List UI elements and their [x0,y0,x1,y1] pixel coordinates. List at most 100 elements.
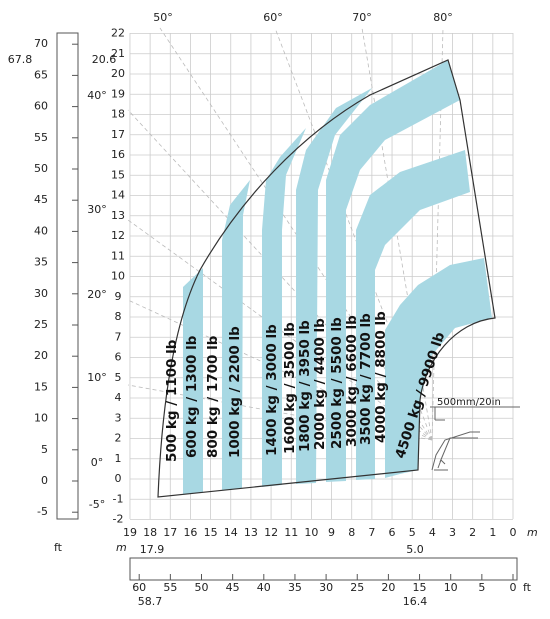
machine-drawing [431,431,480,471]
y-tick-label: 2 [115,432,122,445]
y-tick-label: 13 [111,209,125,222]
y-tick-label: 5 [115,371,122,384]
y-tick-label: 16 [111,148,125,161]
ft-tick-label: 0 [510,581,517,594]
y-tick-label: 10 [111,270,125,283]
y-tick-label: 3 [115,411,122,424]
x-tick-label: 4 [429,526,436,539]
x-unit: m [116,541,127,554]
ft-bar [56,32,79,520]
ft-tick-label: 50 [195,581,209,594]
load-label: 1000 kg / 2200 lb [227,326,243,458]
ft-tick-label: 25 [350,581,364,594]
x-tick-label: 5 [409,526,416,539]
ft-tick-label: 5 [41,443,48,456]
x-tick-label: 8 [348,526,355,539]
y-tick-label: 15 [111,168,125,181]
x-tick-label: 17 [163,526,177,539]
load-bands [183,60,492,494]
angle-label: 30° [87,203,107,216]
y-tick-label: 14 [111,189,125,202]
machine [430,406,520,471]
angle-label: 10° [87,371,107,384]
band [183,268,203,494]
ft-tick-label: 40 [257,581,271,594]
y-tick-label: 6 [115,351,122,364]
band [262,128,306,487]
ft-tick-label: 40 [34,224,48,237]
y-tick-label: 18 [111,108,125,121]
x-tick-label: 12 [264,526,278,539]
envelope [157,59,496,498]
ft-tick-label: 50 [34,162,48,175]
band [326,60,460,482]
y-tick-label: 1 [115,452,122,465]
x-tick-label: 2 [469,526,476,539]
ft-tick-label: 60 [132,581,146,594]
ft-tick-label: 10 [444,581,458,594]
ft-tick-label: 30 [34,287,48,300]
load-label: 800 kg / 1700 lb [205,335,221,458]
load-label: 1800 kg / 3950 lb [297,320,313,452]
x-tick-label: 11 [284,526,298,539]
y-tick-label: 4 [115,391,122,404]
x-tick-label: 14 [224,526,238,539]
load-label: 500 kg / 1100 lb [164,339,180,462]
y-tick-label: 12 [111,229,125,242]
load-label: 2500 kg / 5500 lb [329,317,345,449]
load-label: 1600 kg / 3500 lb [282,322,298,454]
y-tick-label: 9 [115,290,122,303]
labels: 222120191817161514131211109876543210-1-2… [8,11,538,608]
band [385,258,492,478]
band [356,150,470,480]
x-tick-label: 6 [389,526,396,539]
ft-tick-label: 20 [34,349,48,362]
x-tick-label: 10 [304,526,318,539]
y-tick-label: 7 [115,330,122,343]
ft-tick-label: 55 [34,131,48,144]
y-tick-label: 8 [115,310,122,323]
load-label: 3000 kg / 6600 lb [344,315,360,447]
ft-bar [129,557,518,581]
background [56,32,518,581]
ft-tick-label: 0 [41,474,48,487]
load-label: 2000 kg / 4400 lb [312,318,328,450]
height-marker: 20.6 [92,53,117,66]
y-tick-label: 11 [111,249,125,262]
x-tick-label: 16 [183,526,197,539]
x-marker: 5.0 [406,543,424,556]
ft-tick-label: 45 [34,193,48,206]
angle-label: 70° [352,11,372,24]
angle-label: 20° [87,288,107,301]
ft-tick-label: 15 [413,581,427,594]
ft-tick-label: -5 [37,505,48,518]
annotation: 500mm/20in [437,397,501,408]
angle-label: 40° [87,89,107,102]
ft-tick-label: 55 [163,581,177,594]
ft-tick-label: 5 [478,581,485,594]
y-tick-label: 22 [111,27,125,40]
load-label: 3500 kg / 7700 lb [358,313,374,445]
x-unit: m [527,526,538,539]
ft-tick-label: 30 [319,581,333,594]
angle-label: 50° [153,11,173,24]
ft-tick-label: 70 [34,37,48,50]
y-tick-label: 20 [111,67,125,80]
x-tick-label: 3 [449,526,456,539]
load-label: 1400 kg / 3000 lb [264,324,280,456]
ft-unit: ft [54,541,63,554]
x-marker: 17.9 [140,543,165,556]
ft-tick-label: 65 [34,68,48,81]
ft-marker: 67.8 [8,53,33,66]
x-tick-label: 15 [204,526,218,539]
ft-tick-label: 25 [34,318,48,331]
ft-tick-label: 60 [34,100,48,113]
x-tick-label: 9 [328,526,335,539]
ft-unit: ft [523,581,532,594]
x-tick-label: 7 [368,526,375,539]
ft-marker: 58.7 [138,595,163,608]
ft-tick-label: 15 [34,380,48,393]
ft-tick-label: 20 [381,581,395,594]
load-label: 600 kg / 1300 lb [184,335,200,458]
